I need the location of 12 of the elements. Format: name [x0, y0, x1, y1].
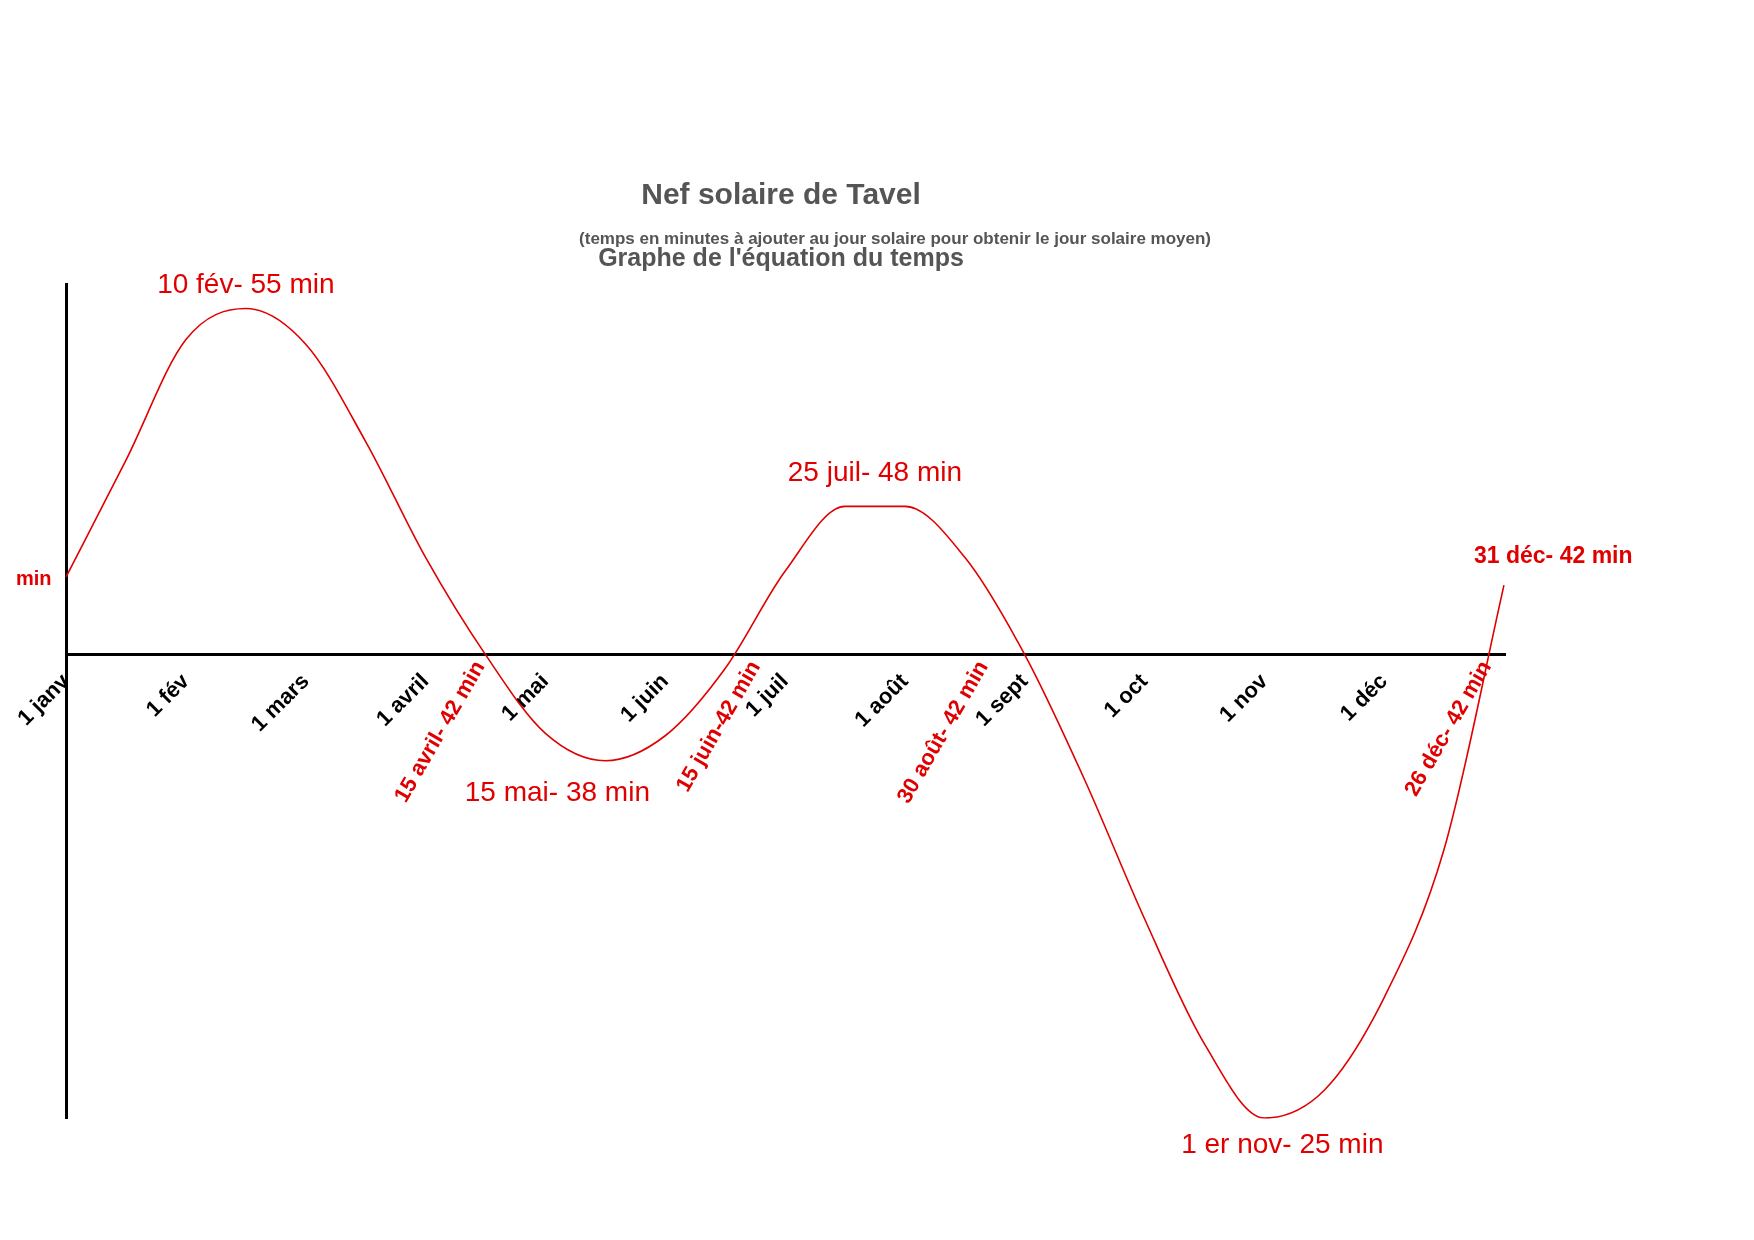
y-axis-title: min	[16, 566, 52, 589]
text: 10 fév- 55 min	[157, 267, 335, 299]
text: 1 er nov- 25 min	[1181, 1128, 1384, 1160]
x-tick-label: 1 nov	[1213, 667, 1273, 727]
x-tick-label: 1 fév	[140, 667, 195, 722]
x-tick-label: 1 oct	[1098, 667, 1153, 723]
x-tick-label: 1 mai	[495, 668, 554, 726]
annotation: 31 déc- 42 min	[1474, 542, 1633, 569]
annotation: 15 mai- 38 min	[464, 775, 650, 807]
x-tick-label: 1 déc	[1334, 668, 1392, 726]
chart-title: Nef solaire de Tavel	[641, 177, 921, 211]
annotation: 25 juil- 48 min	[787, 456, 963, 488]
